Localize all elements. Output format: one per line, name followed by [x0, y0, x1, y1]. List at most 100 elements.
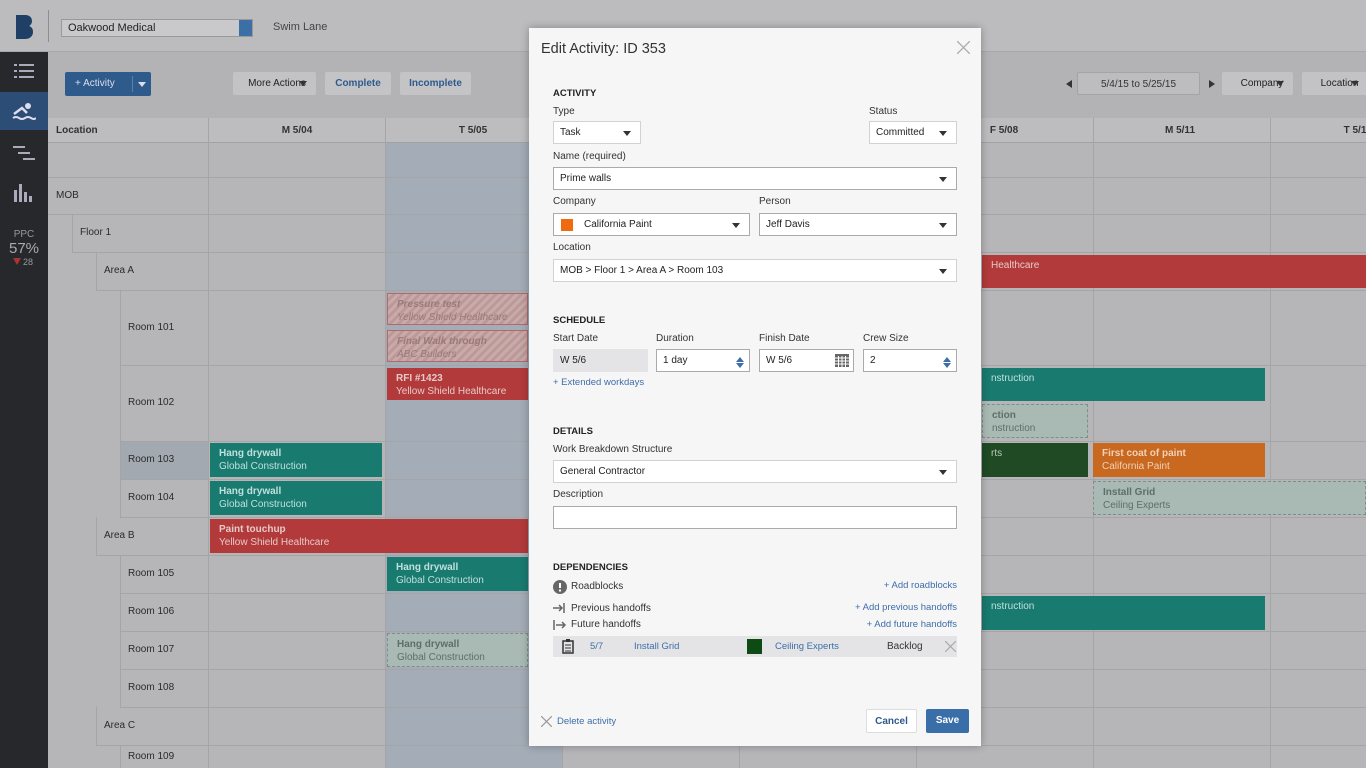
- previous-handoff-icon: [553, 603, 565, 613]
- company-select[interactable]: California Paint: [553, 213, 750, 236]
- type-select[interactable]: Task: [553, 121, 641, 144]
- field-value: 2: [870, 355, 876, 366]
- activity-bar[interactable]: Hang drywall Global Construction: [210, 443, 382, 477]
- activity-title: Paint touchup: [219, 524, 286, 535]
- remove-handoff[interactable]: [945, 641, 956, 652]
- status-select[interactable]: Committed: [869, 121, 957, 144]
- add-roadblocks-link[interactable]: + Add roadblocks: [883, 580, 957, 591]
- edit-activity-modal: Edit Activity: ID 353 ACTIVITY Type Stat…: [529, 28, 981, 746]
- indent-line: [120, 441, 121, 479]
- caret: [138, 82, 146, 91]
- incomplete-button[interactable]: Incomplete: [400, 72, 471, 95]
- company-filter[interactable]: Company: [1222, 72, 1293, 95]
- list-icon[interactable]: [14, 64, 34, 78]
- activity-bar[interactable]: First coat of paint California Paint: [1093, 443, 1265, 477]
- activity-bar[interactable]: Hang drywall Global Construction: [387, 633, 528, 667]
- field-label: Location: [553, 242, 591, 253]
- indent-line: [120, 479, 121, 517]
- activity-bar[interactable]: RFI #1423 Yellow Shield Healthcare: [387, 368, 528, 400]
- org-select[interactable]: Oakwood Medical: [61, 19, 253, 37]
- handoff-company-color: [747, 639, 762, 654]
- location-header: Location: [56, 125, 98, 136]
- person-select[interactable]: Jeff Davis: [759, 213, 957, 236]
- handoff-activity[interactable]: Install Grid: [634, 641, 680, 652]
- field-value: W 5/6: [766, 355, 793, 366]
- row-label: Room 105: [128, 568, 175, 579]
- name-select[interactable]: Prime walls: [553, 167, 957, 190]
- activity-bar[interactable]: Pressure test Yellow Shield Healthcare: [387, 293, 528, 325]
- location-select[interactable]: MOB > Floor 1 > Area A > Room 103: [553, 259, 957, 282]
- activity-company: Healthcare: [991, 260, 1040, 271]
- activity-bar[interactable]: Healthcare: [982, 255, 1366, 288]
- activity-bar[interactable]: nstruction: [982, 596, 1265, 630]
- activity-bar[interactable]: nstruction: [982, 368, 1265, 401]
- column-line: [208, 118, 209, 768]
- indent-line: [120, 669, 121, 707]
- indent-line: [120, 745, 121, 768]
- future-handoffs-label: Future handoffs: [571, 619, 641, 630]
- indent-line: [120, 631, 121, 669]
- row-label: Room 109: [128, 750, 175, 762]
- date-range[interactable]: 5/4/15 to 5/25/15: [1077, 72, 1200, 95]
- add-previous-link[interactable]: + Add previous handoffs: [854, 602, 957, 613]
- row-label: Room 106: [128, 606, 175, 617]
- row-label: Area C: [104, 720, 136, 731]
- prev-arrow[interactable]: [1066, 80, 1072, 88]
- complete-button[interactable]: Complete: [325, 72, 391, 95]
- activity-company: California Paint: [1102, 461, 1170, 472]
- close-button[interactable]: [957, 41, 970, 54]
- add-future-link[interactable]: + Add future handoffs: [866, 619, 957, 630]
- field-label: Name (required): [553, 151, 626, 162]
- day-header: T 5/05: [458, 125, 488, 136]
- delete-icon[interactable]: [541, 716, 552, 727]
- day-header: T 5/1: [1343, 125, 1366, 136]
- wbs-select[interactable]: General Contractor: [553, 460, 957, 483]
- more-actions-button[interactable]: More Actions: [233, 72, 316, 95]
- future-handoff-icon: [553, 620, 567, 630]
- extended-workdays-link[interactable]: + Extended workdays: [553, 377, 645, 388]
- handoff-date[interactable]: 5/7: [590, 641, 604, 652]
- activity-bar[interactable]: ction nstruction: [982, 404, 1088, 438]
- next-arrow[interactable]: [1209, 80, 1215, 88]
- activity-bar[interactable]: Final Walk through ABC Builders: [387, 330, 528, 362]
- activity-bar[interactable]: Hang drywall Global Construction: [210, 481, 382, 515]
- row-label: Room 101: [128, 321, 175, 333]
- handoff-company[interactable]: Ceiling Experts: [775, 641, 839, 652]
- field-label: Work Breakdown Structure: [553, 444, 673, 455]
- activity-company: Yellow Shield Healthcare: [397, 312, 508, 323]
- field-value: W 5/6: [560, 355, 587, 366]
- activity-bar[interactable]: Install Grid Ceiling Experts: [1093, 481, 1366, 515]
- indent-line: [120, 290, 121, 365]
- org-name: Oakwood Medical: [68, 22, 156, 34]
- activity-bar[interactable]: Paint touchup Yellow Shield Healthcare: [210, 519, 528, 553]
- delete-activity-link[interactable]: Delete activity: [557, 716, 617, 727]
- company-filter-text: Company: [1240, 78, 1284, 89]
- activity-title: Final Walk through: [397, 336, 487, 347]
- crew-size-input[interactable]: 2: [863, 349, 957, 372]
- activity-bar[interactable]: Hang drywall Global Construction: [387, 557, 528, 591]
- duration-input[interactable]: 1 day: [656, 349, 750, 372]
- ppc-down-arrow: [13, 258, 21, 265]
- calendar-icon[interactable]: [835, 354, 849, 367]
- save-button[interactable]: Save: [926, 709, 969, 733]
- gantt-icon[interactable]: [13, 145, 35, 161]
- ppc-label: PPC: [13, 229, 35, 240]
- activity-title: ction: [992, 410, 1016, 421]
- column-line: [1270, 118, 1271, 768]
- add-activity-text: + Activity: [75, 78, 115, 89]
- field-label: Type: [553, 106, 575, 117]
- finish-date-input[interactable]: W 5/6: [759, 349, 854, 372]
- field-label: Company: [553, 196, 596, 207]
- location-filter[interactable]: Location: [1302, 72, 1366, 95]
- activity-company: nstruction: [992, 423, 1036, 434]
- modal-title: Edit Activity: ID 353: [541, 41, 666, 57]
- add-activity-button[interactable]: + Activity: [65, 72, 151, 96]
- activity-bar[interactable]: rts: [982, 443, 1088, 477]
- cancel-button[interactable]: Cancel: [866, 709, 917, 733]
- chart-icon[interactable]: [14, 184, 34, 202]
- description-input[interactable]: [553, 506, 957, 529]
- field-label: Finish Date: [759, 333, 810, 344]
- previous-handoffs-label: Previous handoffs: [571, 603, 651, 614]
- logo: [16, 15, 33, 39]
